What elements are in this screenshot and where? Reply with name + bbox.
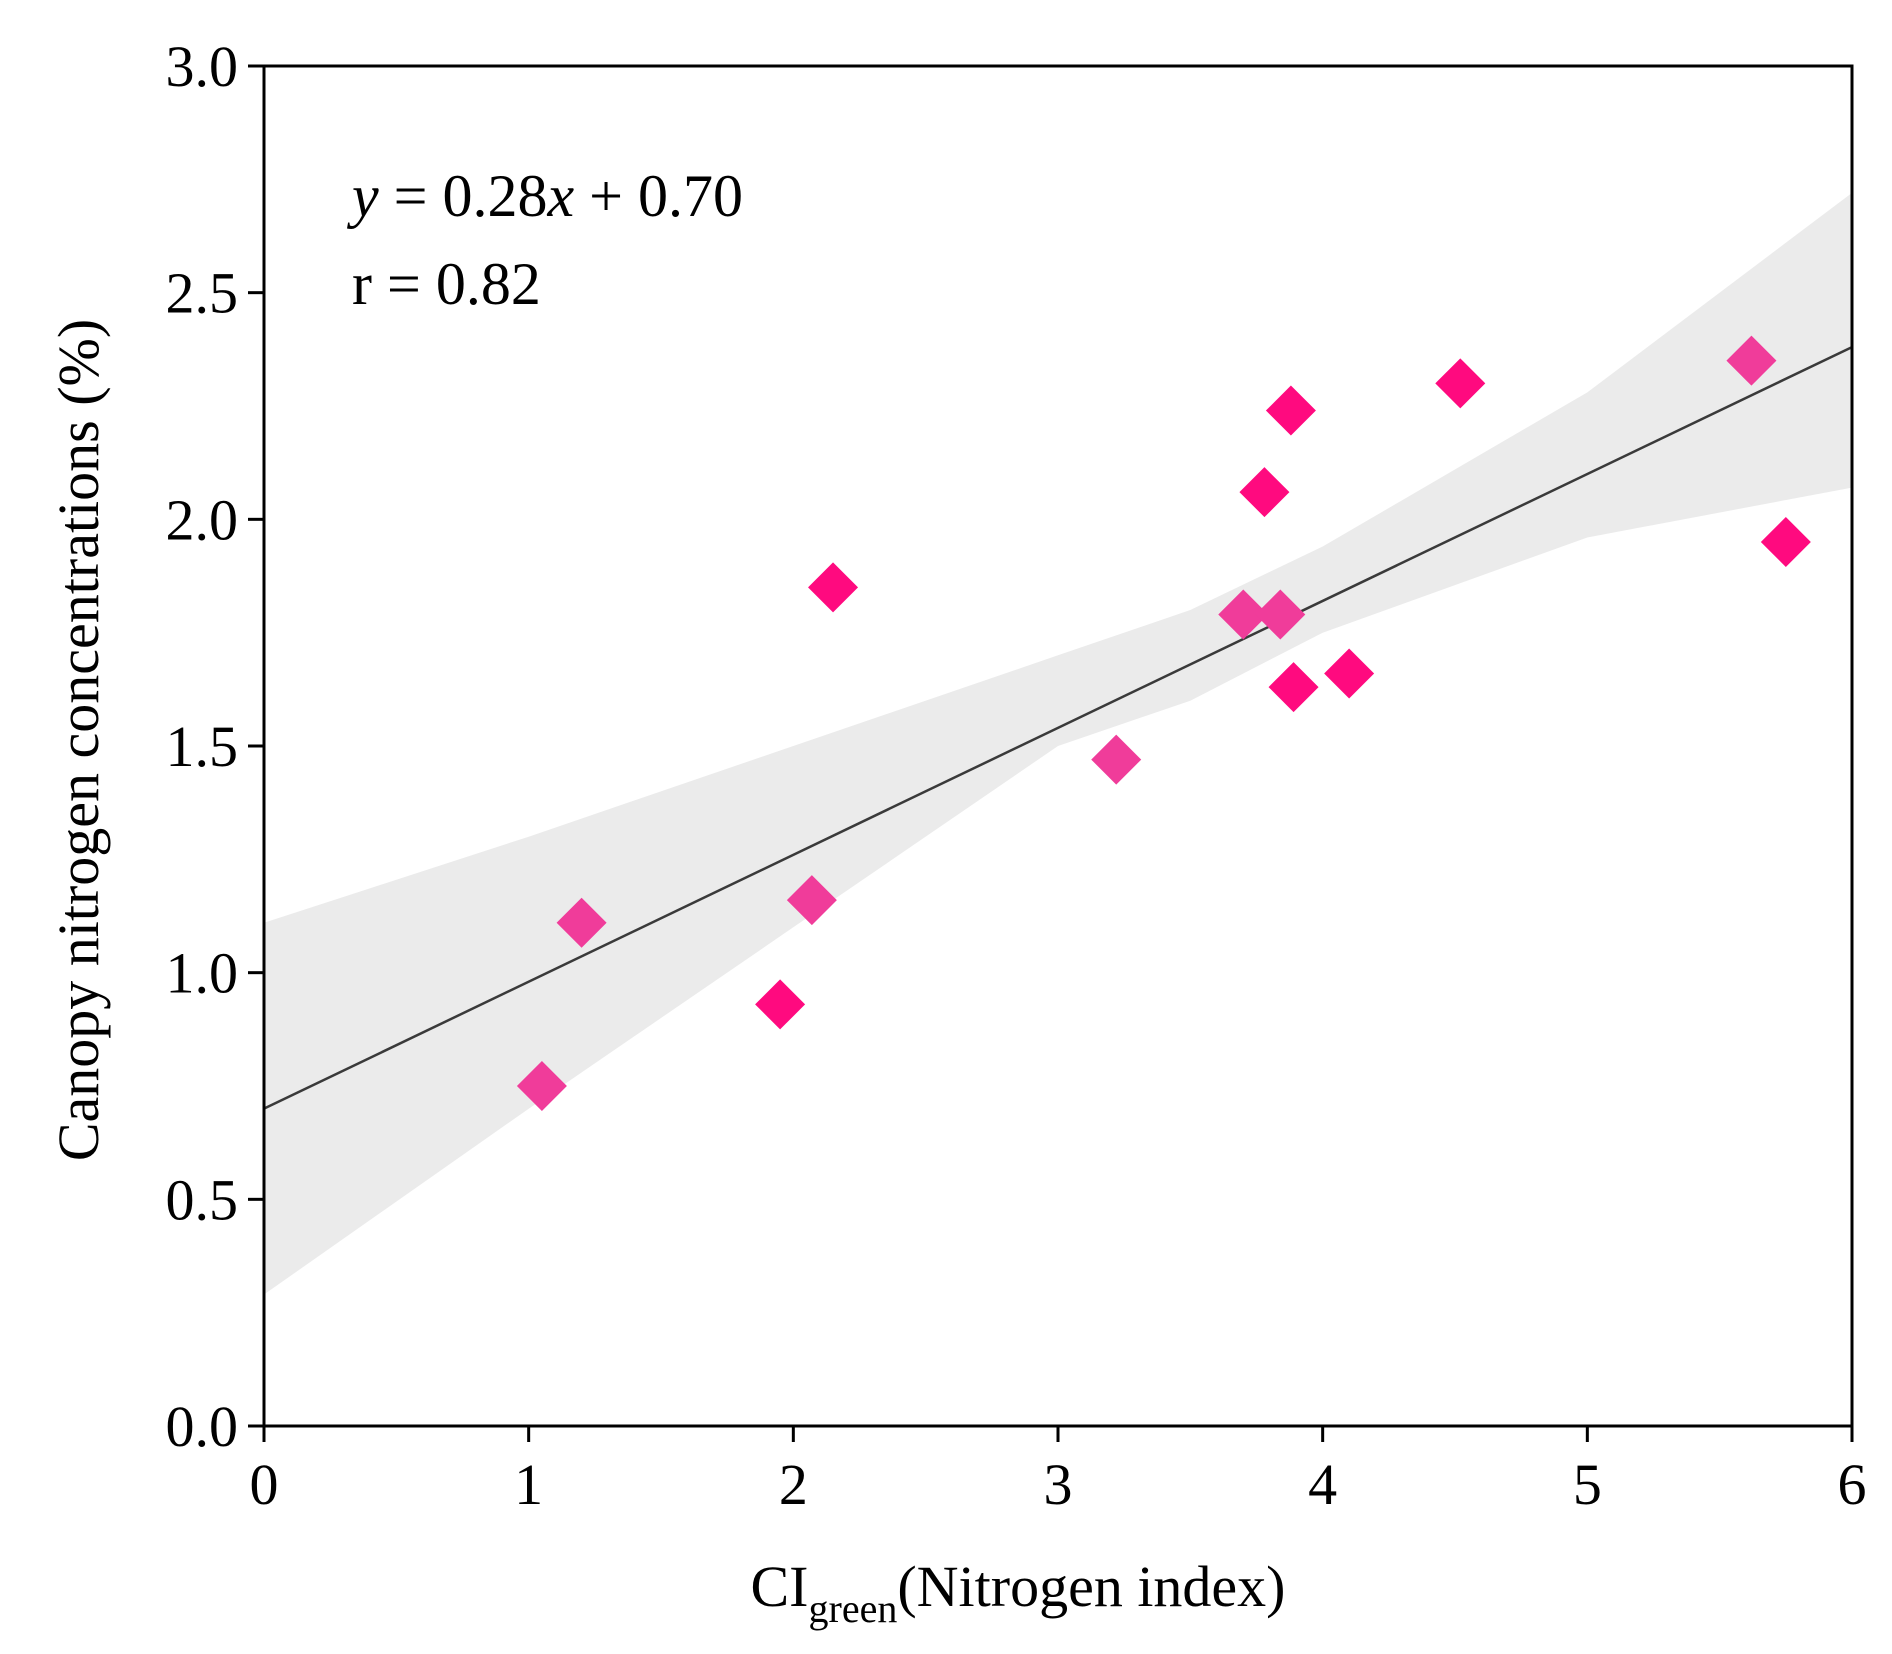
x-axis-title-subscript: green bbox=[809, 1586, 898, 1631]
data-point-9 bbox=[1255, 589, 1306, 640]
equation-label: y = 0.28x + 0.70 bbox=[346, 163, 743, 229]
regression-line-layer bbox=[263, 345, 1853, 1110]
y-tick-label-1.5: 1.5 bbox=[166, 714, 239, 779]
equation-tail: + 0.70 bbox=[574, 163, 743, 229]
data-point-4 bbox=[786, 875, 837, 926]
data-point-8 bbox=[1239, 467, 1290, 518]
confidence-band bbox=[264, 192, 1852, 1295]
data-point-5 bbox=[808, 562, 859, 613]
y-tick-label-0.5: 0.5 bbox=[166, 1167, 239, 1232]
y-tick-label-3.0: 3.0 bbox=[166, 34, 239, 99]
y-tick-label-2.0: 2.0 bbox=[166, 487, 239, 552]
x-tick-label-4: 4 bbox=[1308, 1452, 1337, 1517]
data-points-layer bbox=[516, 335, 1811, 1111]
y-tick-label-2.5: 2.5 bbox=[166, 261, 239, 326]
axes-layer: 0 1 2 3 4 5 6 0.0 0.5 1.0 1.5 2.0 2.5 3.0 bbox=[166, 34, 1867, 1517]
x-axis-title-rest: (Nitrogen index) bbox=[897, 1554, 1285, 1619]
data-point-12 bbox=[1324, 648, 1375, 699]
y-axis-title: Canopy nitrogen concentrations (%) bbox=[46, 319, 111, 1161]
data-point-13 bbox=[1435, 358, 1486, 409]
equation-x-var: x bbox=[546, 163, 574, 229]
x-axis-title: CIgreen(Nitrogen index) bbox=[751, 1554, 1286, 1631]
x-tick-label-6: 6 bbox=[1838, 1452, 1867, 1517]
data-point-10 bbox=[1265, 385, 1316, 436]
regression-line bbox=[263, 345, 1853, 1110]
data-point-2 bbox=[556, 897, 607, 948]
data-point-7 bbox=[1218, 589, 1269, 640]
x-tick-label-0: 0 bbox=[250, 1452, 279, 1517]
y-tick-label-0.0: 0.0 bbox=[166, 1394, 239, 1459]
equation-middle: = 0.28 bbox=[379, 163, 548, 229]
data-point-1 bbox=[516, 1061, 567, 1111]
data-point-3 bbox=[755, 979, 806, 1030]
data-point-6 bbox=[1091, 734, 1142, 785]
y-tick-label-1.0: 1.0 bbox=[166, 941, 239, 1006]
correlation-label: r = 0.82 bbox=[352, 251, 541, 317]
x-tick-label-5: 5 bbox=[1573, 1452, 1602, 1517]
confidence-band-layer bbox=[264, 192, 1852, 1295]
equation-y-var: y bbox=[346, 163, 379, 229]
x-tick-label-1: 1 bbox=[514, 1452, 543, 1517]
x-tick-label-3: 3 bbox=[1044, 1452, 1073, 1517]
x-tick-label-2: 2 bbox=[779, 1452, 808, 1517]
data-point-15 bbox=[1760, 517, 1811, 567]
data-point-14 bbox=[1726, 335, 1777, 386]
x-axis-title-main: CI bbox=[751, 1554, 809, 1619]
data-point-11 bbox=[1268, 662, 1319, 713]
